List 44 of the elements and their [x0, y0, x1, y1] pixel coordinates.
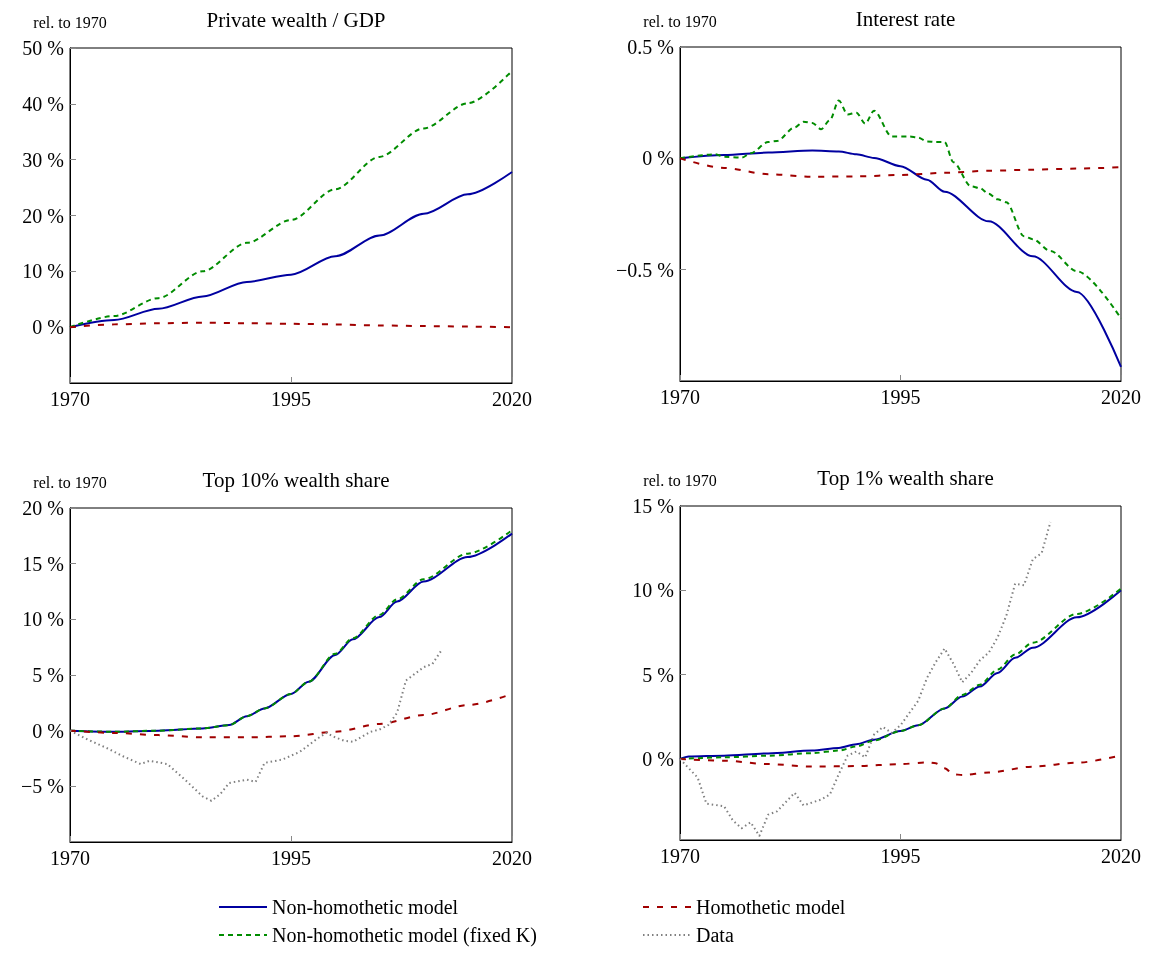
- y-tick-label: 10 %: [22, 260, 64, 283]
- x-tick-label: 1995: [880, 845, 921, 867]
- chart-title: Top 1% wealth share: [817, 465, 994, 490]
- y-tick-label: 30 %: [22, 148, 64, 171]
- chart-title: Interest rate: [855, 6, 956, 31]
- y-axis-title: rel. to 1970: [643, 12, 717, 30]
- y-tick-label: 10 %: [632, 579, 674, 602]
- y-tick-label: −5 %: [21, 775, 64, 798]
- y-tick-label: 15 %: [22, 552, 64, 575]
- line-series: [69, 649, 443, 802]
- y-tick-label: 0 %: [32, 316, 64, 339]
- y-tick-label: 10 %: [22, 608, 64, 631]
- y-tick-label: 15 %: [632, 495, 674, 517]
- x-tick-label: 1995: [271, 388, 311, 410]
- y-tick-label: 20 %: [22, 204, 64, 227]
- legend-label: Non-homothetic model (fixed K): [272, 924, 537, 947]
- y-tick-label: 0.5 %: [627, 36, 674, 58]
- y-axis-title: rel. to 1970: [33, 473, 107, 491]
- x-tick-label: 1970: [660, 386, 700, 408]
- y-tick-label: 5 %: [642, 663, 674, 686]
- legend-label: Data: [696, 924, 734, 946]
- chart-title: Top 10% wealth share: [202, 467, 390, 492]
- x-tick-label: 2020: [1101, 386, 1141, 408]
- x-tick-label: 1995: [271, 847, 311, 869]
- x-tick-label: 2020: [1101, 845, 1141, 867]
- y-axis-title: rel. to 1970: [33, 13, 107, 31]
- x-tick-label: 2020: [492, 847, 532, 869]
- y-axis-title: rel. to 1970: [643, 471, 717, 489]
- y-tick-label: −0.5 %: [616, 258, 674, 281]
- y-tick-label: 0 %: [642, 147, 674, 170]
- y-tick-label: 20 %: [22, 497, 64, 519]
- x-tick-label: 2020: [492, 388, 532, 410]
- y-tick-label: 5 %: [32, 664, 64, 686]
- y-tick-label: 0 %: [32, 719, 64, 742]
- y-tick-label: 50 %: [22, 37, 64, 59]
- x-tick-label: 1995: [880, 386, 921, 408]
- chart-title: Private wealth / GDP: [206, 7, 386, 32]
- legend-label: Homothetic model: [696, 896, 846, 918]
- x-tick-label: 1970: [660, 845, 700, 867]
- legend-label: Non-homothetic model: [272, 896, 459, 918]
- x-tick-label: 1970: [50, 847, 90, 869]
- y-tick-label: 0 %: [642, 748, 674, 771]
- y-tick-label: 40 %: [22, 92, 64, 115]
- x-tick-label: 1970: [50, 388, 90, 410]
